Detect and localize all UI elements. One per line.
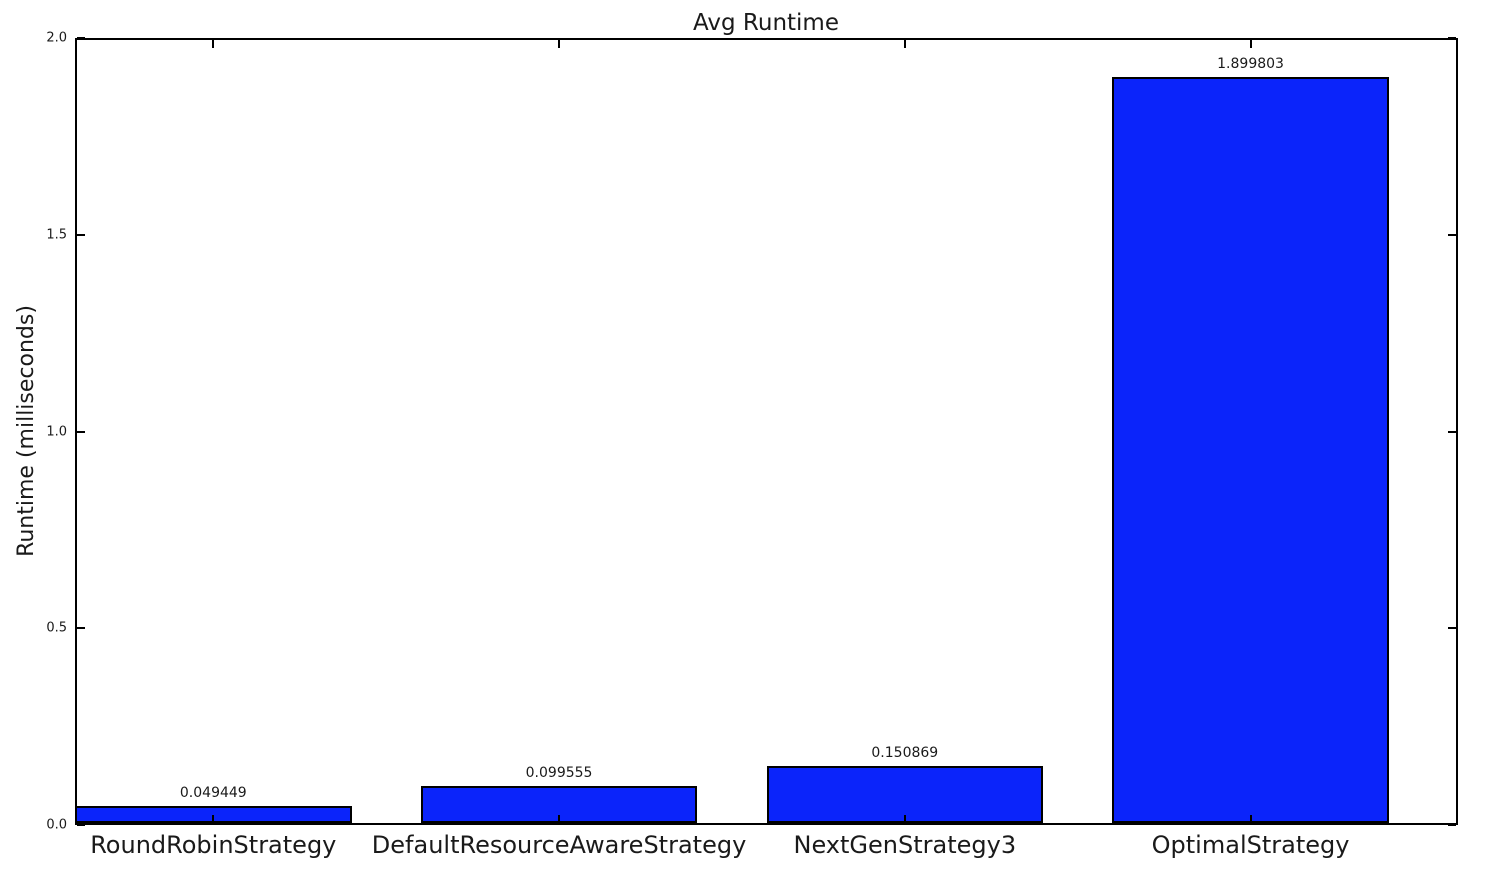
x-tick-mark — [212, 40, 215, 48]
x-tick-mark — [903, 40, 906, 48]
x-tick-mark — [1249, 40, 1252, 48]
y-tick-mark — [1448, 233, 1456, 236]
x-tick-mark — [558, 815, 561, 823]
y-tick-label: 1.0 — [46, 424, 67, 439]
x-tick-mark — [903, 815, 906, 823]
x-tick-label: NextGenStrategy3 — [793, 831, 1017, 859]
y-tick-label: 2.0 — [46, 30, 67, 46]
y-tick-mark — [77, 824, 85, 826]
bar — [1112, 77, 1389, 823]
bar-value-label: 0.099555 — [525, 764, 593, 781]
y-tick-label: 0.0 — [46, 817, 67, 833]
bar-value-label: 0.150869 — [871, 744, 939, 761]
y-tick-mark — [77, 627, 85, 630]
x-tick-label: RoundRobinStrategy — [90, 831, 337, 859]
x-tick-mark — [558, 40, 561, 48]
x-tick-label: OptimalStrategy — [1151, 831, 1350, 859]
chart-title: Avg Runtime — [693, 10, 839, 36]
y-axis-label: Runtime (milliseconds) — [14, 305, 39, 557]
bar-value-label: 0.049449 — [179, 784, 247, 801]
y-tick-mark — [1448, 430, 1456, 433]
y-tick-mark — [77, 37, 85, 39]
y-tick-mark — [77, 430, 85, 433]
y-tick-mark — [77, 233, 85, 236]
y-tick-label: 0.5 — [46, 620, 67, 636]
y-tick-mark — [1448, 824, 1456, 826]
x-tick-mark — [1249, 815, 1252, 823]
bar-value-label: 1.899803 — [1217, 56, 1284, 73]
x-tick-mark — [212, 815, 215, 823]
y-tick-mark — [1448, 37, 1456, 39]
y-tick-mark — [1448, 627, 1456, 630]
x-tick-label: DefaultResourceAwareStrategy — [371, 831, 747, 859]
y-tick-label: 1.5 — [46, 227, 67, 243]
